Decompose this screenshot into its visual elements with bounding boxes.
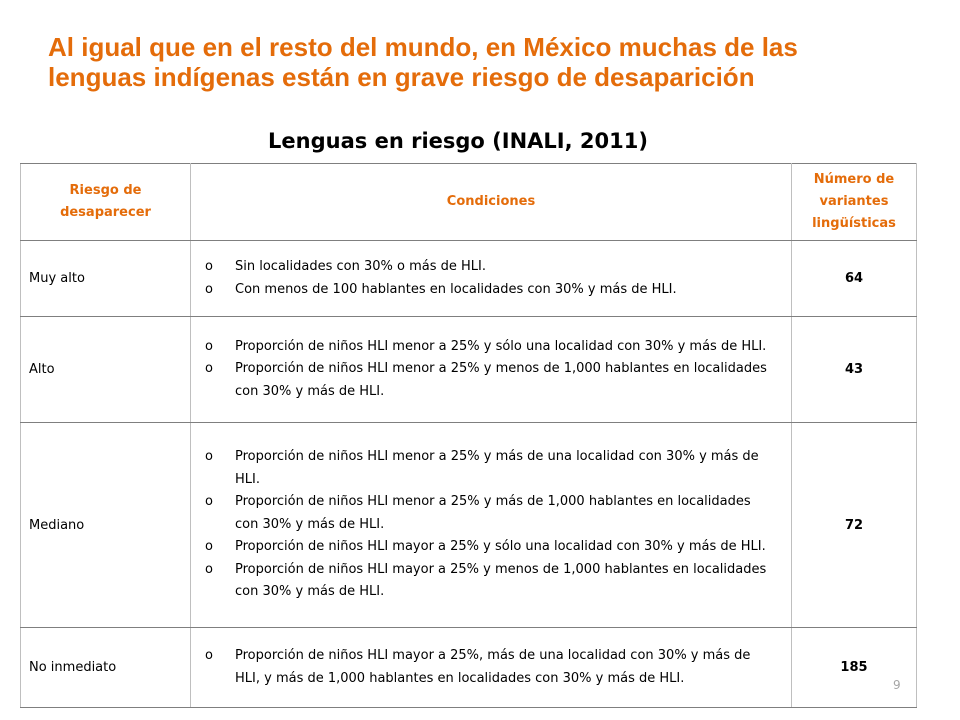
header-risk: Riesgo de desaparecer <box>20 163 191 241</box>
conditions-cell: o Proporción de niños HLI mayor a 25%, má… <box>190 627 792 708</box>
header-conditions: Condiciones <box>190 163 792 241</box>
conditions-cell: o Proporción de niños HLI menor a 25% y s… <box>190 316 792 423</box>
table-header-row: Riesgo de desaparecer Condiciones Número… <box>20 163 917 241</box>
conditions-cell: o Sin localidades con 30% o más de HLI. o C… <box>190 240 792 317</box>
conditions-cell: o Proporción de niños HLI menor a 25% y m… <box>190 422 792 628</box>
risk-level-cell: Muy alto <box>20 240 191 317</box>
condition-text: Proporción de niños HLI menor a 25% y me… <box>235 361 767 399</box>
bullet-icon: o <box>205 259 213 274</box>
condition-item: o Con menos de 100 hablantes en localidad… <box>205 279 771 302</box>
condition-item: o Proporción de niños HLI menor a 25% y s… <box>205 336 771 359</box>
condition-item: o Proporción de niños HLI menor a 25% y m… <box>205 491 771 536</box>
bullet-icon: o <box>205 449 213 465</box>
condition-item: o Proporción de niños HLI mayor a 25% y m… <box>205 559 771 604</box>
condition-item: o Proporción de niños HLI mayor a 25% y s… <box>205 536 771 559</box>
condition-text: Sin localidades con 30% o más de HLI. <box>235 259 486 274</box>
page-number: 9 <box>893 678 901 692</box>
risk-level-cell: Alto <box>20 316 191 423</box>
condition-item: o Proporción de niños HLI menor a 25% y m… <box>205 446 771 491</box>
variant-count-cell: 185 <box>791 627 917 708</box>
table-body: Muy alto o Sin localidades con 30% o más d… <box>20 240 917 708</box>
table-row: Mediano o Proporción de niños HLI menor a … <box>20 422 917 628</box>
bullet-icon: o <box>205 281 213 297</box>
conditions-list: o Proporción de niños HLI menor a 25% y m… <box>191 442 791 608</box>
table-row: Alto o Proporción de niños HLI menor a 25%… <box>20 316 917 423</box>
slide-title-line-1: Al igual que en el resto del mundo, en M… <box>48 32 798 62</box>
condition-text: Proporción de niños HLI menor a 25% y só… <box>235 338 767 354</box>
variant-count-cell: 64 <box>791 240 917 317</box>
table-title: Lenguas en riesgo (INALI, 2011) <box>268 129 648 153</box>
conditions-list: o Sin localidades con 30% o más de HLI. o C… <box>191 252 791 305</box>
conditions-list: o Proporción de niños HLI menor a 25% y s… <box>191 332 791 408</box>
bullet-icon: o <box>205 648 213 663</box>
condition-text: Proporción de niños HLI menor a 25% y má… <box>235 494 751 532</box>
condition-text: Proporción de niños HLI mayor a 25% y me… <box>235 561 767 600</box>
variant-count-cell: 72 <box>791 422 917 628</box>
condition-text: Proporción de niños HLI mayor a 25% y só… <box>235 539 766 555</box>
condition-item: o Proporción de niños HLI menor a 25% y m… <box>205 358 771 403</box>
slide-title-line-2: lenguas indígenas están en grave riesgo … <box>48 62 755 92</box>
bullet-icon: o <box>205 361 213 377</box>
conditions-list: o Proporción de niños HLI mayor a 25%, má… <box>191 641 791 694</box>
bullet-icon: o <box>205 494 213 510</box>
bullet-icon: o <box>205 561 213 577</box>
slide-title: Al igual que en el resto del mundo, en M… <box>48 32 928 92</box>
table-row: Muy alto o Sin localidades con 30% o más d… <box>20 240 917 317</box>
risk-table: Riesgo de desaparecer Condiciones Número… <box>20 163 917 708</box>
bullet-icon: o <box>205 338 213 354</box>
condition-text: Con menos de 100 hablantes en localidade… <box>235 281 677 297</box>
condition-text: Proporción de niños HLI mayor a 25%, más… <box>235 648 751 686</box>
header-count: Número de variantes lingüísticas <box>791 163 917 241</box>
risk-level-cell: No inmediato <box>20 627 191 708</box>
risk-level-cell: Mediano <box>20 422 191 628</box>
condition-item: o Sin localidades con 30% o más de HLI. <box>205 256 771 279</box>
bullet-icon: o <box>205 539 213 555</box>
condition-text: Proporción de niños HLI menor a 25% y má… <box>235 449 759 487</box>
condition-item: o Proporción de niños HLI mayor a 25%, má… <box>205 645 771 690</box>
table-row: No inmediato o Proporción de niños HLI may… <box>20 627 917 708</box>
variant-count-cell: 43 <box>791 316 917 423</box>
